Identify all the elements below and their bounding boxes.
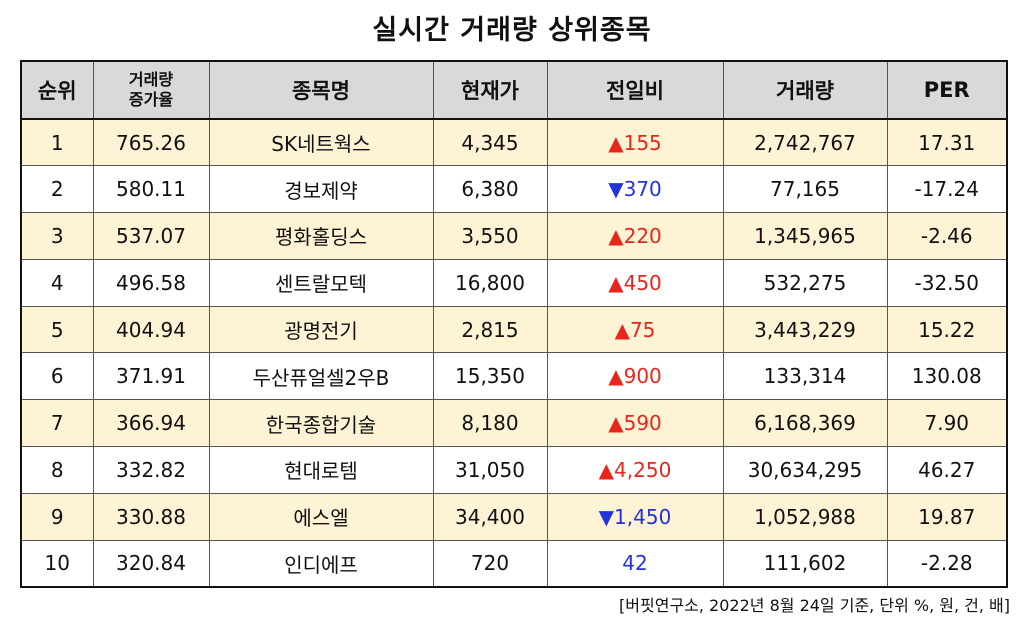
cell-price: 34,400 xyxy=(432,492,548,541)
cell-price: 4,345 xyxy=(432,118,548,167)
cell-price: 720 xyxy=(432,539,548,588)
table-row: 4 496.58 센트랄모텍 16,800 ▲450 532,275 -32.50 xyxy=(20,258,1008,307)
cell-stock-name: SK네트웍스 xyxy=(208,118,434,167)
volume-ranking-table: 순위 거래량 증가율 종목명 현재가 전일비 거래량 PER 1 765.26 SK… xyxy=(20,60,1008,588)
cell-volume-increase: 320.84 xyxy=(92,539,210,588)
cell-rank: 2 xyxy=(20,165,94,214)
page-title: 실시간 거래량 상위종목 xyxy=(372,15,652,46)
cell-volume-increase: 537.07 xyxy=(92,212,210,260)
cell-volume-increase: 765.26 xyxy=(92,118,210,167)
cell-per: 15.22 xyxy=(886,305,1008,354)
table-row: 8 332.82 현대로템 31,050 ▲4,250 30,634,295 46.27 xyxy=(20,446,1008,494)
cell-rank: 1 xyxy=(20,118,94,167)
cell-change: ▼370 xyxy=(546,165,724,214)
cell-volume: 532,275 xyxy=(722,258,888,307)
cell-per: 17.31 xyxy=(886,118,1008,167)
cell-change: ▼1,450 xyxy=(546,492,724,541)
cell-per: -32.50 xyxy=(886,258,1008,307)
cell-rank: 8 xyxy=(20,446,94,494)
header-volume-increase-line2: 증가율 xyxy=(128,90,174,109)
cell-volume: 111,602 xyxy=(722,539,888,588)
cell-change: 42 xyxy=(546,539,724,588)
table-row: 6 371.91 두산퓨얼셀2우B 15,350 ▲900 133,314 130.08 xyxy=(20,352,1008,401)
cell-rank: 6 xyxy=(20,352,94,401)
header-volume: 거래량 xyxy=(722,60,888,120)
cell-stock-name: 두산퓨얼셀2우B xyxy=(208,352,434,401)
cell-stock-name: 평화홀딩스 xyxy=(208,212,434,260)
cell-volume: 77,165 xyxy=(722,165,888,214)
cell-price: 6,380 xyxy=(432,165,548,214)
cell-rank: 7 xyxy=(20,399,94,448)
cell-change: ▲4,250 xyxy=(546,446,724,494)
cell-volume: 3,443,229 xyxy=(722,305,888,354)
table-header-row: 순위 거래량 증가율 종목명 현재가 전일비 거래량 PER xyxy=(20,60,1008,120)
table-row: 3 537.07 평화홀딩스 3,550 ▲220 1,345,965 -2.46 xyxy=(20,212,1008,260)
cell-volume-increase: 496.58 xyxy=(92,258,210,307)
cell-per: 46.27 xyxy=(886,446,1008,494)
cell-rank: 10 xyxy=(20,539,94,588)
cell-price: 31,050 xyxy=(432,446,548,494)
cell-per: -2.28 xyxy=(886,539,1008,588)
cell-volume: 1,052,988 xyxy=(722,492,888,541)
cell-stock-name: 경보제약 xyxy=(208,165,434,214)
header-volume-increase-line1: 거래량 xyxy=(128,70,174,89)
header-rank: 순위 xyxy=(20,60,94,120)
cell-change: ▲220 xyxy=(546,212,724,260)
header-price: 현재가 xyxy=(432,60,548,120)
cell-price: 8,180 xyxy=(432,399,548,448)
cell-stock-name: 에스엘 xyxy=(208,492,434,541)
table-row: 1 765.26 SK네트웍스 4,345 ▲155 2,742,767 17.31 xyxy=(20,118,1008,167)
cell-change: ▲75 xyxy=(546,305,724,354)
cell-change: ▲590 xyxy=(546,399,724,448)
table-row: 2 580.11 경보제약 6,380 ▼370 77,165 -17.24 xyxy=(20,165,1008,214)
cell-per: 7.90 xyxy=(886,399,1008,448)
cell-change: ▲900 xyxy=(546,352,724,401)
table-row: 9 330.88 에스엘 34,400 ▼1,450 1,052,988 19.87 xyxy=(20,492,1008,541)
cell-volume: 2,742,767 xyxy=(722,118,888,167)
cell-per: 19.87 xyxy=(886,492,1008,541)
cell-stock-name: 현대로템 xyxy=(208,446,434,494)
cell-rank: 3 xyxy=(20,212,94,260)
cell-volume-increase: 366.94 xyxy=(92,399,210,448)
cell-price: 16,800 xyxy=(432,258,548,307)
cell-stock-name: 광명전기 xyxy=(208,305,434,354)
cell-volume-increase: 371.91 xyxy=(92,352,210,401)
cell-price: 3,550 xyxy=(432,212,548,260)
cell-rank: 5 xyxy=(20,305,94,354)
cell-change: ▲450 xyxy=(546,258,724,307)
cell-volume-increase: 580.11 xyxy=(92,165,210,214)
table-row: 7 366.94 한국종합기술 8,180 ▲590 6,168,369 7.90 xyxy=(20,399,1008,448)
header-name: 종목명 xyxy=(208,60,434,120)
header-per: PER xyxy=(886,60,1008,120)
cell-volume: 1,345,965 xyxy=(722,212,888,260)
cell-volume: 30,634,295 xyxy=(722,446,888,494)
cell-change: ▲155 xyxy=(546,118,724,167)
cell-stock-name: 인디에프 xyxy=(208,539,434,588)
source-footnote: [버핏연구소, 2022년 8월 24일 기준, 단위 %, 원, 건, 배] xyxy=(619,596,1010,615)
cell-price: 15,350 xyxy=(432,352,548,401)
cell-price: 2,815 xyxy=(432,305,548,354)
cell-per: -17.24 xyxy=(886,165,1008,214)
cell-rank: 4 xyxy=(20,258,94,307)
table-row: 10 320.84 인디에프 720 42 111,602 -2.28 xyxy=(20,539,1008,588)
header-change: 전일비 xyxy=(546,60,724,120)
cell-stock-name: 센트랄모텍 xyxy=(208,258,434,307)
cell-volume: 133,314 xyxy=(722,352,888,401)
cell-per: 130.08 xyxy=(886,352,1008,401)
cell-rank: 9 xyxy=(20,492,94,541)
table-row: 5 404.94 광명전기 2,815 ▲75 3,443,229 15.22 xyxy=(20,305,1008,354)
header-volume-increase: 거래량 증가율 xyxy=(92,60,210,120)
cell-volume-increase: 404.94 xyxy=(92,305,210,354)
cell-volume: 6,168,369 xyxy=(722,399,888,448)
cell-volume-increase: 332.82 xyxy=(92,446,210,494)
cell-per: -2.46 xyxy=(886,212,1008,260)
cell-stock-name: 한국종합기술 xyxy=(208,399,434,448)
cell-volume-increase: 330.88 xyxy=(92,492,210,541)
